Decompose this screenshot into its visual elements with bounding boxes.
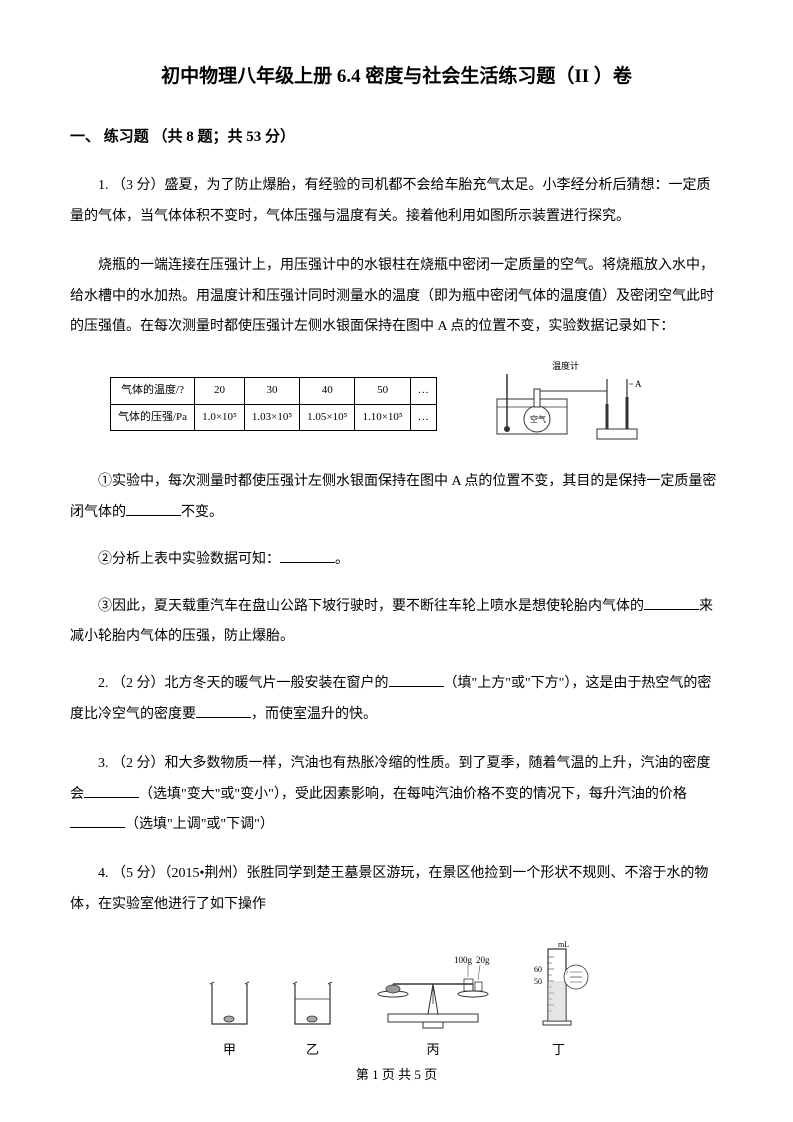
q1-figure-row: 气体的温度/? 20 30 40 50 … 气体的压强/Pa 1.0×10⁵ 1… — [110, 359, 723, 449]
table-cell: 气体的压强/Pa — [111, 404, 195, 431]
table-cell: 30 — [244, 377, 299, 404]
table-cell: 50 — [355, 377, 410, 404]
beaker-a-icon — [202, 964, 257, 1034]
flask-label: 空气 — [530, 414, 546, 424]
exp-item-a: 甲 — [202, 964, 257, 1061]
table-cell: 气体的温度/? — [111, 377, 195, 404]
mark-60: 60 — [534, 965, 542, 974]
q1-para1: 烧瓶的一端连接在压强计上，用压强计中的水银柱在烧瓶中密闭一定质量的空气。将烧瓶放… — [70, 251, 723, 343]
q2-c: ，而使室温升的快。 — [251, 707, 377, 722]
page-title: 初中物理八年级上册 6.4 密度与社会生活练习题（II ）卷 — [70, 60, 723, 94]
table-cell: 1.03×10⁵ — [244, 404, 299, 431]
blank — [70, 814, 125, 828]
exp-label-b: 乙 — [306, 1038, 319, 1061]
table-cell: 20 — [195, 377, 245, 404]
q3: 3. （2 分）和大多数物质一样，汽油也有热胀冷缩的性质。到了夏季，随着气温的上… — [70, 749, 723, 841]
blank — [196, 704, 251, 718]
cylinder-icon: mL 60 50 — [526, 939, 591, 1034]
apparatus-diagram: 温度计 空气 A — [457, 359, 657, 449]
q1-sub2: ②分析上表中实验数据可知： 。 — [70, 545, 723, 576]
page-footer: 第 1 页 共 5 页 — [0, 1063, 793, 1086]
q1-data-table: 气体的温度/? 20 30 40 50 … 气体的压强/Pa 1.0×10⁵ 1… — [110, 377, 437, 432]
table-cell: 1.0×10⁵ — [195, 404, 245, 431]
cylinder-unit: mL — [558, 940, 569, 949]
exp-label-d: 丁 — [552, 1038, 565, 1061]
table-cell: … — [410, 404, 436, 431]
table-row: 气体的压强/Pa 1.0×10⁵ 1.03×10⁵ 1.05×10⁵ 1.10×… — [111, 404, 437, 431]
blank — [126, 502, 181, 516]
table-row: 气体的温度/? 20 30 40 50 … — [111, 377, 437, 404]
table-cell: … — [410, 377, 436, 404]
exp-item-c: 100g 20g 丙 — [368, 949, 498, 1061]
exp-label-a: 甲 — [223, 1038, 236, 1061]
q1-intro: 1. （3 分）盛夏，为了防止爆胎，有经验的司机都不会给车胎充气太足。小李经分析… — [70, 171, 723, 233]
section-heading: 一、 练习题 （共 8 题；共 53 分） — [70, 124, 723, 151]
exp-label-c: 丙 — [426, 1038, 439, 1061]
point-A-label: A — [635, 379, 642, 389]
table-cell: 1.05×10⁵ — [300, 404, 355, 431]
q3-b: （选填"变大"或"变小"），受此因素影响，在每吨汽油价格不变的情况下，每升汽油的… — [139, 787, 687, 802]
q1-sub1-b: 不变。 — [181, 505, 223, 520]
beaker-b-icon — [285, 964, 340, 1034]
balance-icon: 100g 20g — [368, 949, 498, 1034]
blank — [644, 596, 699, 610]
q4: 4. （5 分）（2015•荆州）张胜同学到楚王墓景区游玩，在景区他捡到一个形状… — [70, 859, 723, 921]
q1-sub2-b: 。 — [335, 552, 349, 567]
exp-item-d: mL 60 50 丁 — [526, 939, 591, 1061]
blank — [280, 549, 335, 563]
q2-a: 2. （2 分）北方冬天的暖气片一般安装在窗户的 — [98, 676, 389, 691]
weight-20g: 20g — [476, 955, 490, 965]
exp-item-b: 乙 — [285, 964, 340, 1061]
mark-50: 50 — [534, 977, 542, 986]
q3-c: （选填"上调"或"下调"） — [125, 817, 274, 832]
q4-figure: 甲 乙 — [70, 939, 723, 1061]
table-cell: 1.10×10⁵ — [355, 404, 410, 431]
weight-100g: 100g — [454, 955, 473, 965]
q2: 2. （2 分）北方冬天的暖气片一般安装在窗户的（填"上方"或"下方"），这是由… — [70, 669, 723, 731]
thermometer-label: 温度计 — [552, 360, 579, 371]
q1-sub3: ③因此，夏天载重汽车在盘山公路下坡行驶时，要不断往车轮上喷水是想使轮胎内气体的来… — [70, 592, 723, 654]
q1-sub2-a: ②分析上表中实验数据可知： — [98, 552, 280, 567]
q1-sub3-a: ③因此，夏天载重汽车在盘山公路下坡行驶时，要不断往车轮上喷水是想使轮胎内气体的 — [98, 599, 644, 614]
q1-sub1: ①实验中，每次测量时都使压强计左侧水银面保持在图中 A 点的位置不变，其目的是保… — [70, 467, 723, 529]
table-cell: 40 — [300, 377, 355, 404]
blank — [84, 784, 139, 798]
blank — [389, 673, 444, 687]
